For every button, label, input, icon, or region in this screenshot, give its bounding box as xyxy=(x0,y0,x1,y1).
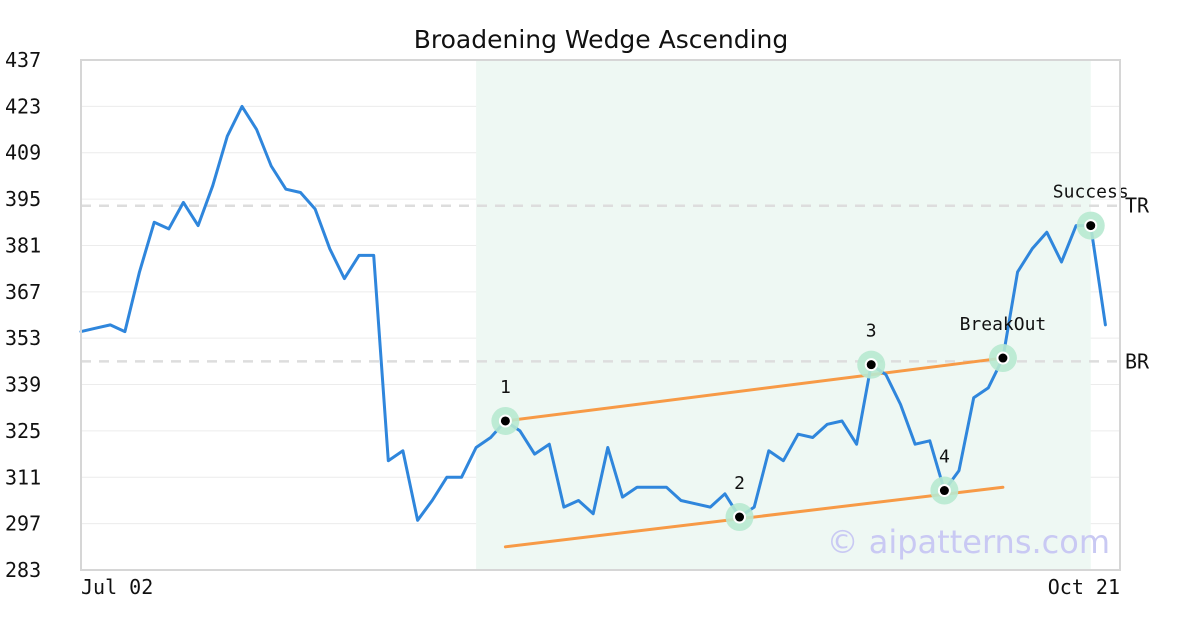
y-tick-label: 339 xyxy=(5,373,41,397)
price-series xyxy=(79,104,1107,522)
pattern-point: 4 xyxy=(930,447,959,505)
marker-dot xyxy=(937,484,951,498)
plot-frame xyxy=(80,59,1121,571)
x-axis: Jul 02 Oct 21 xyxy=(81,575,1120,599)
reference-lines: TR BR xyxy=(81,194,1150,373)
trendlines xyxy=(503,356,1005,549)
y-tick-label: 381 xyxy=(5,233,41,257)
point-label: 2 xyxy=(734,473,745,494)
point-label: 1 xyxy=(500,377,511,398)
pattern-points: 1 2 3 4 BreakOut Success xyxy=(491,182,1129,532)
watermark: © aipatterns.com xyxy=(827,523,1110,561)
trendline xyxy=(503,356,1005,423)
pattern-point: 2 xyxy=(725,473,754,532)
y-tick-label: 353 xyxy=(5,326,41,350)
pattern-zone-band xyxy=(476,60,1091,570)
price-line xyxy=(79,104,1107,522)
x-tick-label: Oct 21 xyxy=(1048,575,1120,599)
point-label: 4 xyxy=(939,447,950,468)
marker-dot xyxy=(733,510,747,524)
x-tick-label: Jul 02 xyxy=(81,575,153,599)
marker-dot xyxy=(1084,219,1098,233)
pattern-zone xyxy=(476,60,1091,570)
y-tick-label: 311 xyxy=(5,465,41,489)
pattern-point: 3 xyxy=(857,321,886,379)
y-tick-label: 367 xyxy=(5,280,41,304)
marker-dot xyxy=(498,414,512,428)
y-tick-label: 423 xyxy=(5,94,41,118)
y-tick-label: 437 xyxy=(5,48,41,72)
point-label: BreakOut xyxy=(960,314,1047,335)
pattern-point: Success xyxy=(1053,182,1129,240)
marker-dot xyxy=(996,351,1010,365)
pattern-point: 1 xyxy=(491,377,520,435)
marker-dot xyxy=(864,358,878,372)
y-tick-label: 297 xyxy=(5,512,41,536)
y-axis: 437 423 409 395 381 367 353 339 325 311 297 283 xyxy=(5,48,41,582)
y-tick-label: 325 xyxy=(5,419,41,443)
reference-line-label: TR xyxy=(1125,194,1150,218)
y-tick-label: 409 xyxy=(5,141,41,165)
chart-title: Broadening Wedge Ascending xyxy=(414,25,789,54)
pattern-point: BreakOut xyxy=(960,314,1047,373)
y-tick-label: 395 xyxy=(5,187,41,211)
point-label: 3 xyxy=(866,321,877,342)
point-label: Success xyxy=(1053,182,1129,203)
reference-line-label: BR xyxy=(1125,349,1150,373)
y-tick-label: 283 xyxy=(5,558,41,582)
trendline xyxy=(503,485,1005,549)
